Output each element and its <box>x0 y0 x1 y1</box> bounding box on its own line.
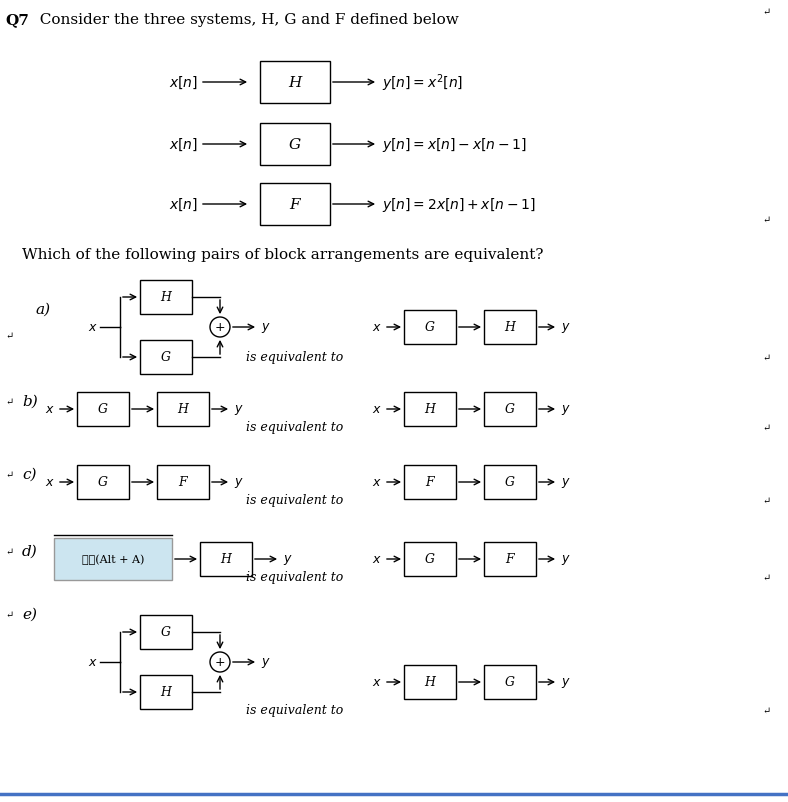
Text: $x$: $x$ <box>372 403 382 416</box>
Bar <box>260 184 330 225</box>
Text: $y$: $y$ <box>261 321 271 334</box>
Text: $y$: $y$ <box>261 655 271 669</box>
Text: $x$: $x$ <box>372 321 382 334</box>
Text: ↵: ↵ <box>5 470 13 479</box>
Text: ↵: ↵ <box>762 496 770 505</box>
Text: G: G <box>161 626 171 638</box>
Text: G: G <box>98 476 108 489</box>
Bar <box>140 341 192 375</box>
Text: H: H <box>504 321 515 334</box>
Text: ↵: ↵ <box>5 547 13 556</box>
Bar <box>404 465 456 500</box>
Text: F: F <box>290 198 300 212</box>
Text: F: F <box>426 476 434 489</box>
Text: ↵: ↵ <box>5 331 13 340</box>
Text: G: G <box>289 138 301 152</box>
Bar <box>54 538 172 581</box>
Text: a): a) <box>35 302 50 317</box>
Text: $y$: $y$ <box>283 553 293 566</box>
Text: $x$: $x$ <box>88 656 98 669</box>
Bar <box>484 310 536 345</box>
Text: H: H <box>425 403 436 416</box>
Text: ↵: ↵ <box>762 353 770 362</box>
Text: is equivalent to: is equivalent to <box>247 571 344 584</box>
Text: b): b) <box>22 395 38 408</box>
Text: c): c) <box>22 468 36 481</box>
Text: $y$: $y$ <box>561 476 571 489</box>
Bar <box>140 675 192 709</box>
Text: ↵: ↵ <box>5 397 13 406</box>
Text: +: + <box>214 321 225 334</box>
Text: Which of the following pairs of block arrangements are equivalent?: Which of the following pairs of block ar… <box>22 248 544 261</box>
Text: $x[n]$: $x[n]$ <box>169 75 198 91</box>
Bar <box>260 124 330 166</box>
Bar <box>157 465 209 500</box>
Bar <box>260 62 330 104</box>
Text: Q7: Q7 <box>5 13 29 27</box>
Text: H: H <box>288 76 302 90</box>
Bar <box>404 392 456 427</box>
Text: ↵: ↵ <box>762 706 770 715</box>
Text: $y$: $y$ <box>234 476 243 489</box>
Bar <box>77 465 129 500</box>
Bar <box>200 542 252 577</box>
Text: H: H <box>425 675 436 689</box>
Text: $y[n]=2x[n]+x[n-1]$: $y[n]=2x[n]+x[n-1]$ <box>382 196 536 214</box>
Text: ↵: ↵ <box>762 7 770 17</box>
Text: $x$: $x$ <box>372 675 382 689</box>
Text: is equivalent to: is equivalent to <box>247 494 344 507</box>
Bar <box>140 281 192 314</box>
Text: Consider the three systems, H, G and F defined below: Consider the three systems, H, G and F d… <box>30 13 459 27</box>
Text: H: H <box>177 403 188 416</box>
Text: is equivalent to: is equivalent to <box>247 421 344 434</box>
Text: d): d) <box>22 545 38 558</box>
Text: $x$: $x$ <box>372 476 382 489</box>
Bar <box>77 392 129 427</box>
Text: +: + <box>214 656 225 669</box>
Text: $y$: $y$ <box>561 553 571 566</box>
Text: $y[n]=x[n]-x[n-1]$: $y[n]=x[n]-x[n-1]$ <box>382 136 526 154</box>
Text: $y$: $y$ <box>561 321 571 334</box>
Text: 截图(Alt + A): 截图(Alt + A) <box>82 554 144 565</box>
Text: H: H <box>221 553 232 565</box>
Text: is equivalent to: is equivalent to <box>247 703 344 717</box>
Bar <box>140 615 192 649</box>
Text: H: H <box>161 686 172 699</box>
Text: G: G <box>425 321 435 334</box>
Text: $x[n]$: $x[n]$ <box>169 136 198 153</box>
Bar <box>484 542 536 577</box>
Text: G: G <box>425 553 435 565</box>
Bar <box>157 392 209 427</box>
Bar <box>484 665 536 699</box>
Bar <box>404 542 456 577</box>
Text: F: F <box>179 476 188 489</box>
Text: $y$: $y$ <box>561 403 571 416</box>
Text: is equivalent to: is equivalent to <box>247 351 344 364</box>
Text: $x$: $x$ <box>45 476 55 489</box>
Text: $y$: $y$ <box>234 403 243 416</box>
Text: ↵: ↵ <box>762 573 770 581</box>
Text: F: F <box>506 553 515 565</box>
Text: ↵: ↵ <box>762 423 770 432</box>
Text: G: G <box>505 675 515 689</box>
Text: G: G <box>505 403 515 416</box>
Text: $x[n]$: $x[n]$ <box>169 196 198 213</box>
Text: $x$: $x$ <box>88 321 98 334</box>
Bar <box>484 392 536 427</box>
Text: $x$: $x$ <box>372 553 382 565</box>
Bar <box>404 665 456 699</box>
Text: G: G <box>505 476 515 489</box>
Text: G: G <box>161 351 171 364</box>
Text: ↵: ↵ <box>5 610 13 618</box>
Text: $y[n]=x^{2}[n]$: $y[n]=x^{2}[n]$ <box>382 72 463 94</box>
Text: e): e) <box>22 607 37 622</box>
Text: G: G <box>98 403 108 416</box>
Text: $y$: $y$ <box>561 675 571 689</box>
Text: ↵: ↵ <box>762 215 770 225</box>
Bar <box>484 465 536 500</box>
Bar <box>404 310 456 345</box>
Text: $x$: $x$ <box>45 403 55 416</box>
Text: H: H <box>161 291 172 304</box>
